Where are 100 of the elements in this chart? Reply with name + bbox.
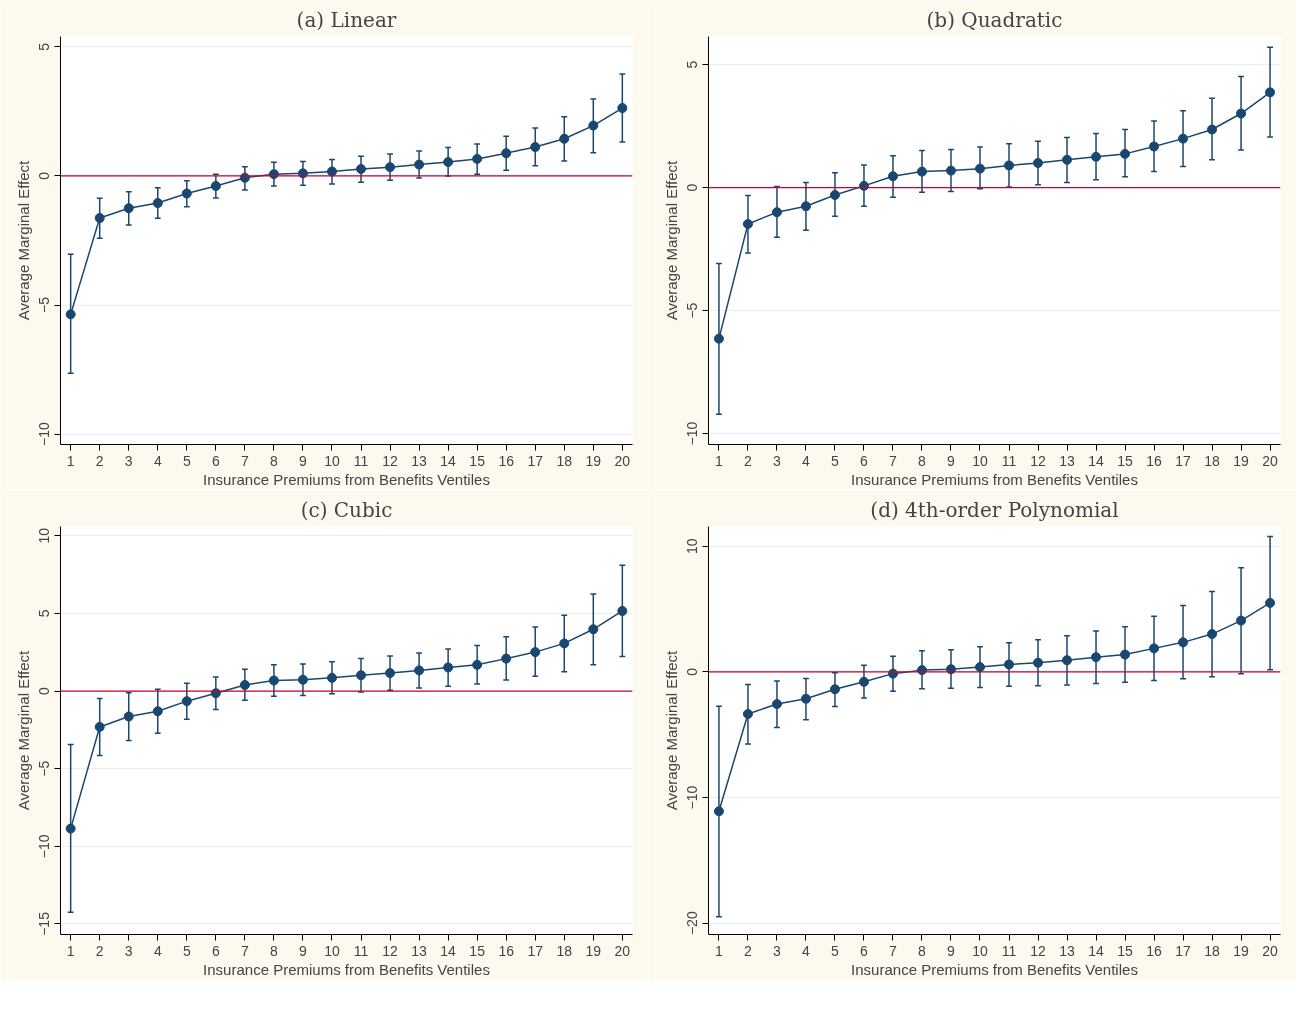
x-tick-label: 7 [889, 452, 898, 469]
x-tick-label: 14 [440, 452, 457, 469]
x-axis-title: Insurance Premiums from Benefits Ventiles [851, 470, 1138, 488]
x-tick-label: 15 [469, 942, 486, 959]
y-tick-label: 5 [36, 42, 53, 51]
y-tick-label: 5 [36, 609, 53, 618]
x-tick-label: 14 [1088, 942, 1105, 959]
x-tick-label: 19 [585, 452, 602, 469]
x-tick-label: 2 [744, 452, 753, 469]
chart-title: (b) Quadratic [926, 7, 1063, 32]
x-tick-label: 7 [240, 452, 249, 469]
x-tick-label: 1 [66, 452, 75, 469]
x-tick-label: 18 [1204, 942, 1221, 959]
x-tick-label: 16 [498, 942, 515, 959]
y-tick-label: 5 [684, 60, 701, 69]
x-tick-label: 18 [556, 942, 573, 959]
y-tick-label: 0 [36, 686, 53, 695]
y-tick-label: −10 [684, 421, 701, 446]
x-tick-label: 11 [353, 452, 369, 469]
y-tick-label: −10 [36, 834, 53, 859]
x-tick-label: 1 [66, 942, 75, 959]
y-tick-label: −20 [684, 911, 701, 936]
x-tick-label: 10 [972, 942, 988, 959]
x-tick-label: 13 [411, 942, 428, 959]
x-tick-label: 10 [972, 452, 988, 469]
y-tick-label: −5 [36, 296, 53, 314]
x-tick-label: 5 [182, 942, 191, 959]
x-tick-label: 6 [211, 942, 220, 959]
x-tick-label: 8 [270, 942, 279, 959]
x-tick-label: 6 [860, 942, 869, 959]
x-tick-label: 14 [440, 942, 457, 959]
x-tick-label: 5 [831, 452, 840, 469]
x-tick-label: 18 [556, 452, 573, 469]
x-tick-label: 4 [153, 942, 162, 959]
y-tick-label: 10 [684, 538, 701, 555]
y-tick-label: −15 [36, 911, 53, 936]
x-tick-label: 11 [1001, 942, 1017, 959]
x-axis-title: Insurance Premiums from Benefits Ventiles [851, 960, 1138, 978]
x-tick-label: 3 [124, 452, 133, 469]
x-tick-label: 1 [715, 942, 724, 959]
x-tick-label: 4 [153, 452, 162, 469]
x-tick-label: 12 [382, 942, 399, 959]
x-tick-label: 13 [1059, 942, 1076, 959]
x-tick-label: 11 [1001, 452, 1017, 469]
x-tick-label: 5 [831, 942, 840, 959]
x-tick-label: 11 [353, 942, 369, 959]
x-tick-label: 17 [1175, 452, 1192, 469]
x-tick-label: 7 [240, 942, 249, 959]
x-tick-label: 3 [124, 942, 133, 959]
x-tick-label: 17 [527, 942, 544, 959]
y-axis-title: Average Marginal Effect [662, 159, 680, 321]
x-tick-label: 19 [1233, 942, 1250, 959]
y-axis-title: Average Marginal Effect [14, 649, 32, 811]
x-tick-label: 9 [947, 452, 956, 469]
x-tick-label: 15 [1117, 942, 1134, 959]
y-axis-title: Average Marginal Effect [14, 159, 32, 321]
x-axis-title: Insurance Premiums from Benefits Ventiles [203, 960, 490, 978]
chart-title: (a) Linear [296, 7, 397, 32]
x-tick-label: 20 [1262, 942, 1279, 959]
x-tick-label: 12 [1030, 452, 1047, 469]
y-tick-label: −10 [36, 422, 53, 447]
x-tick-label: 4 [802, 452, 811, 469]
x-tick-label: 12 [382, 452, 399, 469]
x-tick-label: 16 [1146, 942, 1163, 959]
x-tick-label: 6 [860, 452, 869, 469]
x-tick-label: 20 [614, 452, 631, 469]
x-tick-label: 2 [95, 942, 104, 959]
x-tick-label: 10 [324, 942, 340, 959]
x-tick-label: 3 [773, 942, 782, 959]
x-axis-title: Insurance Premiums from Benefits Ventiles [203, 470, 490, 488]
x-tick-label: 3 [773, 452, 782, 469]
x-tick-label: 7 [889, 942, 898, 959]
x-tick-label: 15 [469, 452, 486, 469]
x-tick-label: 8 [918, 452, 927, 469]
x-tick-label: 10 [324, 452, 340, 469]
x-tick-label: 6 [211, 452, 220, 469]
x-tick-label: 20 [614, 942, 631, 959]
y-tick-label: 0 [684, 667, 701, 676]
x-tick-label: 16 [498, 452, 515, 469]
y-tick-label: −10 [684, 785, 701, 810]
x-tick-label: 19 [585, 942, 602, 959]
x-tick-label: 16 [1146, 452, 1163, 469]
chart-title: (d) 4th-order Polynomial [870, 497, 1119, 522]
x-tick-label: 17 [1175, 942, 1192, 959]
x-tick-label: 13 [411, 452, 428, 469]
x-tick-label: 18 [1204, 452, 1221, 469]
y-axis-title: Average Marginal Effect [662, 649, 680, 811]
y-tick-label: −5 [684, 302, 701, 319]
chart-title: (c) Cubic [300, 497, 393, 522]
x-tick-label: 8 [918, 942, 927, 959]
x-tick-label: 20 [1262, 452, 1279, 469]
x-tick-label: 1 [715, 452, 724, 469]
x-tick-label: 8 [270, 452, 279, 469]
x-tick-label: 5 [182, 452, 191, 469]
x-tick-label: 2 [95, 452, 104, 469]
x-tick-label: 14 [1088, 452, 1105, 469]
x-tick-label: 4 [802, 942, 811, 959]
x-tick-label: 9 [299, 942, 308, 959]
x-tick-label: 17 [527, 452, 544, 469]
x-tick-label: 9 [299, 452, 308, 469]
